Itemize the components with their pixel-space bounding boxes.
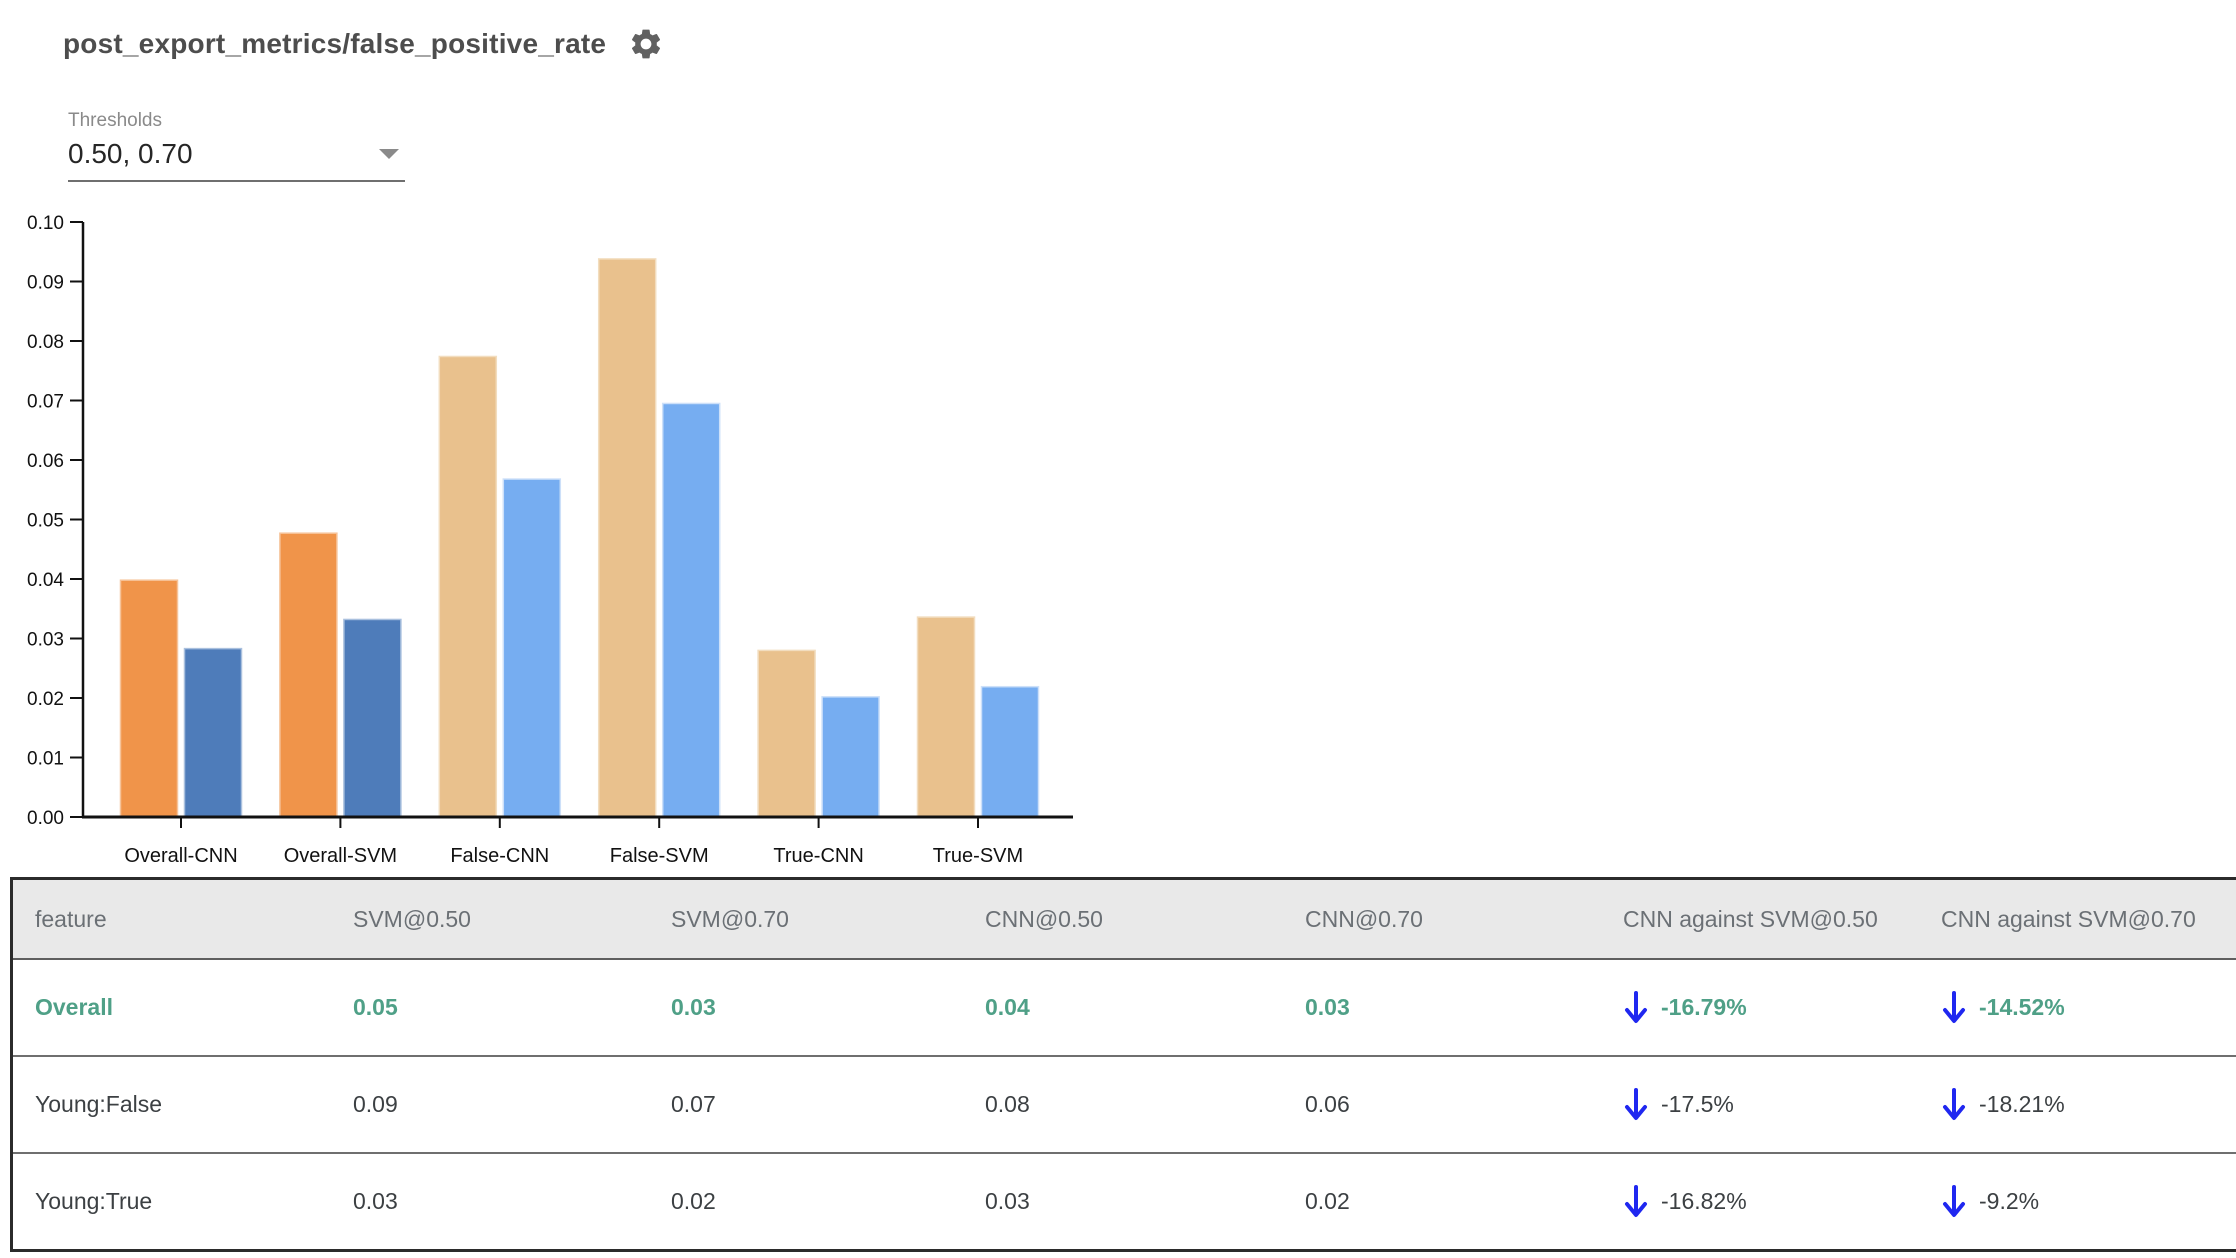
comparison-value: -17.5% (1661, 1091, 1734, 1117)
value-cell-cnn-0-70: 0.02 (1305, 1188, 1350, 1214)
column-header-feature: feature (35, 905, 107, 932)
thresholds-value: 0.50, 0.70 (68, 138, 193, 169)
bar-false-svm-threshold-0-70 (661, 402, 721, 818)
value-cell-svm-0-70: 0.03 (671, 994, 716, 1020)
bar-false-svm-threshold-0-50 (597, 258, 657, 818)
x-tick-label-overall-cnn: Overall-CNN (124, 845, 237, 867)
settings-gear-icon[interactable] (628, 26, 664, 62)
metric-title: post_export_metrics/false_positive_rate (63, 28, 607, 59)
y-tick-label: 0.03 (27, 630, 64, 651)
y-tick-label: 0.10 (27, 213, 64, 234)
comparison-value: -18.21% (1979, 1091, 2065, 1117)
comparison-value: -16.82% (1661, 1188, 1747, 1214)
value-cell-svm-0-50: 0.03 (353, 1188, 398, 1214)
metrics-table: feature SVM@0.50 SVM@0.70 CNN@0.50 CNN@0.70 C… (10, 877, 2236, 1252)
bar-overall-cnn-threshold-0-70 (183, 647, 243, 818)
y-tick-label: 0.06 (27, 451, 64, 472)
thresholds-dropdown[interactable]: Thresholds 0.50, 0.70 (68, 110, 405, 182)
y-tick-label: 0.07 (27, 392, 64, 413)
y-tick-label: 0.02 (27, 689, 64, 710)
thresholds-label: Thresholds (68, 110, 162, 131)
feature-cell: Overall (35, 994, 113, 1020)
comparison-cell-cnn-against-svm-0-50: -16.82% (1623, 1184, 1941, 1220)
table-row-overall[interactable]: Overall 0.05 0.03 0.04 0.03 -16.79% -14.52% (13, 960, 2236, 1057)
chevron-down-icon (379, 149, 399, 159)
x-tick-label-overall-svm: Overall-SVM (284, 845, 397, 867)
down-arrow-icon (1943, 990, 1965, 1023)
gear-glyph (632, 29, 661, 59)
down-arrow-icon (1625, 1184, 1647, 1217)
bar-true-svm-threshold-0-70 (980, 685, 1040, 818)
table-row-young-false[interactable]: Young:False 0.09 0.07 0.08 0.06 -17.5% -18.21% (13, 1057, 2236, 1154)
y-tick-label: 0.09 (27, 273, 64, 294)
down-arrow-icon (1625, 990, 1647, 1023)
y-tick-label: 0.08 (27, 332, 64, 353)
y-tick-label: 0.05 (27, 511, 64, 532)
comparison-cell-cnn-against-svm-0-70: -14.52% (1941, 990, 2236, 1026)
x-tick-label-false-svm: False-SVM (610, 845, 709, 867)
column-header-svm-0-50: SVM@0.50 (353, 905, 471, 932)
down-arrow-icon (1943, 1087, 1965, 1120)
value-cell-cnn-0-70: 0.06 (1305, 1091, 1350, 1117)
x-tick-label-true-cnn: True-CNN (773, 845, 863, 867)
column-header-cnn-against-svm-0-70: CNN against SVM@0.70 (1941, 905, 2196, 932)
y-tick-label: 0.01 (27, 749, 64, 770)
table-body: Overall 0.05 0.03 0.04 0.03 -16.79% -14.52% You… (13, 960, 2236, 1249)
bar-false-cnn-threshold-0-50 (438, 355, 498, 818)
y-tick-label: 0.00 (27, 808, 64, 829)
value-cell-svm-0-70: 0.02 (671, 1188, 716, 1214)
bar-false-cnn-threshold-0-70 (502, 478, 562, 818)
value-cell-cnn-0-50: 0.03 (985, 1188, 1030, 1214)
value-cell-cnn-0-70: 0.03 (1305, 994, 1350, 1020)
column-header-svm-0-70: SVM@0.70 (671, 905, 789, 932)
comparison-cell-cnn-against-svm-0-50: -16.79% (1623, 990, 1941, 1026)
bar-chart: 0.00 0.01 0.02 0.03 0.04 0.05 0.06 0.07 0.08 0.09… (27, 213, 1073, 867)
column-header-cnn-against-svm-0-50: CNN against SVM@0.50 (1623, 905, 1878, 932)
comparison-value: -14.52% (1979, 994, 2065, 1020)
feature-cell: Young:True (35, 1188, 153, 1214)
table-row-young-true[interactable]: Young:True 0.03 0.02 0.03 0.02 -16.82% -9.2% (13, 1154, 2236, 1249)
feature-cell: Young:False (35, 1091, 163, 1117)
value-cell-svm-0-50: 0.05 (353, 994, 398, 1020)
bar-true-cnn-threshold-0-50 (757, 649, 816, 818)
value-cell-cnn-0-50: 0.08 (985, 1091, 1030, 1117)
table-header-row: feature SVM@0.50 SVM@0.70 CNN@0.50 CNN@0.70 C… (13, 880, 2236, 960)
comparison-cell-cnn-against-svm-0-70: -18.21% (1941, 1087, 2236, 1123)
y-tick-label: 0.04 (27, 570, 64, 591)
bar-overall-svm-threshold-0-70 (343, 618, 402, 818)
comparison-cell-cnn-against-svm-0-50: -17.5% (1623, 1087, 1941, 1123)
x-tick-label-false-cnn: False-CNN (450, 845, 549, 867)
down-arrow-icon (1625, 1087, 1647, 1120)
column-header-cnn-0-70: CNN@0.70 (1305, 905, 1423, 932)
panel-header: post_export_metrics/false_positive_rate (63, 26, 664, 62)
column-header-cnn-0-50: CNN@0.50 (985, 905, 1103, 932)
comparison-value: -16.79% (1661, 994, 1747, 1020)
value-cell-cnn-0-50: 0.04 (985, 994, 1030, 1020)
value-cell-svm-0-70: 0.07 (671, 1091, 716, 1117)
bar-true-svm-threshold-0-50 (916, 616, 976, 818)
bar-true-cnn-threshold-0-70 (821, 696, 880, 818)
bar-overall-svm-threshold-0-50 (279, 532, 338, 818)
bar-overall-cnn-threshold-0-50 (119, 579, 179, 818)
x-tick-label-true-svm: True-SVM (933, 845, 1023, 867)
comparison-value: -9.2% (1979, 1188, 2040, 1214)
comparison-cell-cnn-against-svm-0-70: -9.2% (1941, 1184, 2236, 1220)
down-arrow-icon (1943, 1184, 1965, 1217)
value-cell-svm-0-50: 0.09 (353, 1091, 398, 1117)
